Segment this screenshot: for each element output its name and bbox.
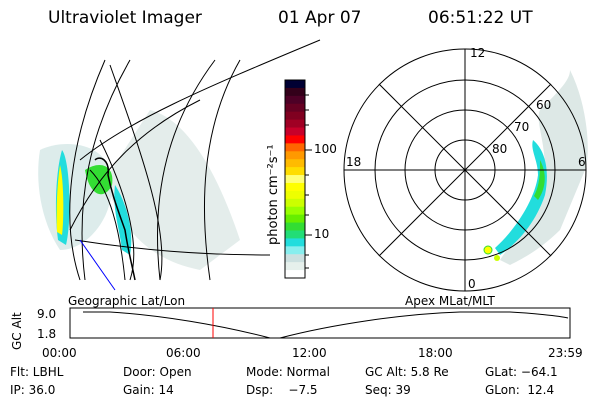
seq-info: Seq: 39 — [365, 383, 411, 397]
colorbar-tick-100: 100 — [314, 142, 337, 156]
colorbar-swatch — [285, 80, 305, 89]
colorbar-swatch — [285, 230, 305, 239]
apex-title: Apex MLat/MLT — [405, 294, 495, 308]
geographic-image — [38, 110, 240, 270]
mlt-label-0: 0 — [468, 277, 476, 291]
date-label: 01 Apr 07 — [278, 8, 362, 28]
polar-grid — [343, 48, 587, 292]
x-tick-0600: 06:00 — [166, 346, 201, 360]
colorbar-swatch — [285, 143, 305, 152]
x-tick-1800: 18:00 — [418, 346, 453, 360]
dsp-info: Dsp: −7.5 — [246, 383, 318, 397]
coastline — [94, 157, 136, 281]
colorbar-swatch — [285, 190, 305, 200]
colorbar-swatch — [285, 182, 305, 192]
glon-info: GLon: 12.4 — [485, 383, 555, 397]
geographic-title: Geographic Lat/Lon — [68, 294, 186, 308]
ip-info: IP: 36.0 — [10, 383, 56, 397]
colorbar-swatch — [285, 262, 305, 271]
colorbar-swatch — [285, 167, 305, 176]
colorbar-swatch — [285, 198, 305, 208]
colorbar-swatch — [285, 119, 305, 129]
colorbar-swatch — [285, 270, 305, 279]
gain-info: Gain: 14 — [123, 383, 174, 397]
terminator-line — [79, 239, 116, 291]
timeline-frame — [69, 307, 571, 339]
x-tick-0000: 00:00 — [42, 346, 77, 360]
colorbar-swatch — [285, 175, 305, 184]
colorbar-frame — [284, 79, 306, 279]
glat-info: GLat: −64.1 — [485, 365, 558, 379]
door-info: Door: Open — [123, 365, 192, 379]
colorbar-swatch — [285, 103, 305, 113]
x-tick-2359: 23:59 — [548, 346, 583, 360]
lat-label-80: 80 — [492, 142, 508, 156]
gc-alt-axis-label: GC Alt — [10, 312, 24, 350]
colorbar-swatch — [285, 151, 305, 160]
mlt-label-18: 18 — [346, 155, 362, 169]
mlt-label-12: 12 — [470, 46, 486, 60]
colorbar-swatch — [285, 135, 305, 144]
mode-info: Mode: Normal — [246, 365, 330, 379]
lat-label-60: 60 — [536, 98, 552, 112]
colorbar-swatch — [285, 214, 305, 224]
x-tick-1200: 12:00 — [292, 346, 327, 360]
mlt-label-6: 6 — [578, 155, 586, 169]
colorbar-swatch — [285, 159, 305, 168]
instrument-title: Ultraviolet Imager — [48, 8, 202, 28]
colorbar-swatch — [285, 246, 305, 255]
colorbar-tick-10: 10 — [314, 227, 330, 241]
colorbar-swatch — [285, 254, 305, 263]
colorbar-ticks — [305, 94, 312, 269]
colorbar-swatch — [285, 206, 305, 216]
time-label: 06:51:22 UT — [428, 8, 533, 28]
colorbar — [285, 80, 305, 279]
filter-info: Flt: LBHL — [10, 365, 64, 379]
y-tick-9: 9.0 — [37, 307, 57, 321]
colorbar-swatch — [285, 95, 305, 105]
colorbar-unit-label: photon cm⁻²s⁻¹ — [266, 144, 281, 245]
colorbar-swatch — [285, 111, 305, 121]
altitude-curve — [83, 311, 569, 339]
gc-alt-info: GC Alt: 5.8 Re — [365, 365, 449, 379]
y-tick-1: 1.8 — [37, 327, 57, 341]
lat-label-70: 70 — [514, 120, 530, 134]
colorbar-swatch — [285, 222, 305, 231]
colorbar-swatch — [285, 238, 305, 247]
colorbar-swatch — [285, 87, 305, 97]
colorbar-swatch — [285, 127, 305, 136]
